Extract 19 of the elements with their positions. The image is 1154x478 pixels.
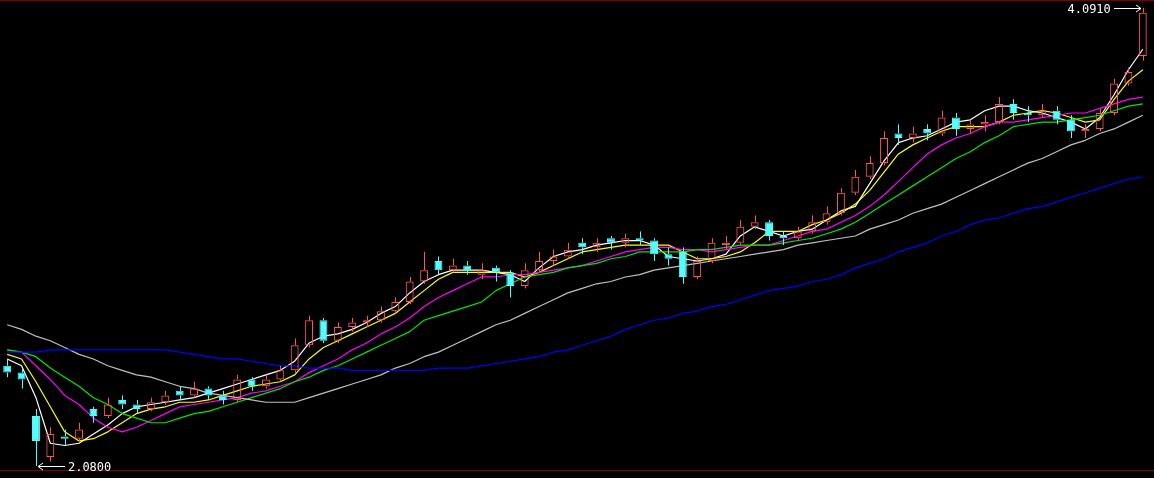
candlestick bbox=[60, 429, 69, 446]
candlestick bbox=[894, 123, 903, 146]
candlestick bbox=[765, 219, 774, 242]
candlestick bbox=[31, 408, 40, 467]
candlestick bbox=[247, 376, 256, 392]
candlestick bbox=[434, 255, 443, 276]
candlestick bbox=[606, 235, 615, 251]
candlestick bbox=[635, 230, 644, 246]
annotation: 2.0800 bbox=[67, 459, 112, 474]
candlestick bbox=[89, 406, 98, 424]
candlestick bbox=[506, 269, 515, 298]
annotation: 4.0910 bbox=[1067, 1, 1111, 16]
candlestick bbox=[218, 390, 227, 406]
candlestick bbox=[650, 237, 659, 262]
candlestick bbox=[1052, 105, 1061, 125]
candlestick bbox=[3, 358, 12, 378]
candlestick bbox=[664, 246, 673, 267]
candlestick bbox=[118, 394, 127, 410]
candlestick bbox=[678, 246, 687, 285]
